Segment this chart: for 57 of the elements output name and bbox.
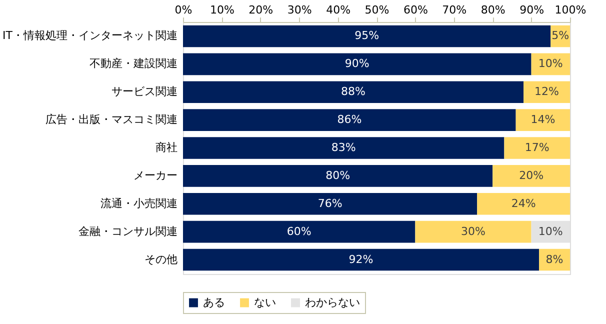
y-tick-label: その他	[144, 252, 178, 266]
bar	[516, 109, 570, 131]
data-label: 5%	[552, 29, 570, 42]
x-tick-label: 50%	[364, 4, 390, 16]
y-tick-label: 広告・出版・マスコミ関連	[46, 113, 178, 126]
bar	[183, 109, 516, 131]
data-label: 12%	[534, 85, 560, 98]
data-label: 10%	[538, 224, 563, 238]
legend-label: ない	[254, 296, 276, 309]
bar	[183, 220, 416, 243]
legend-label: わからない	[305, 296, 360, 309]
y-tick-label: サービス関連	[112, 85, 178, 98]
y-tick-label: メーカー	[134, 168, 178, 182]
bar	[183, 137, 504, 159]
data-label: 24%	[511, 196, 536, 210]
data-label: 20%	[519, 168, 544, 182]
data-label: 88%	[341, 85, 366, 98]
legend-label: ある	[203, 296, 225, 309]
y-tick-label: 流通・小売関連	[100, 196, 178, 210]
data-label: 30%	[461, 224, 486, 238]
data-label: 80%	[326, 168, 350, 182]
bar	[492, 165, 570, 187]
bar	[504, 137, 570, 159]
y-tick-label: 不動産・建設関連	[90, 57, 178, 70]
bar	[477, 192, 570, 215]
x-tick-label: 0%	[174, 4, 192, 16]
x-tick-label: 30%	[287, 4, 312, 16]
data-label: 83%	[331, 141, 356, 154]
x-tick-label: 80%	[480, 4, 506, 16]
x-tick-label: 90%	[520, 4, 544, 16]
data-label: 92%	[348, 252, 374, 266]
bar	[183, 25, 551, 48]
data-label: 95%	[354, 29, 380, 42]
data-label: 86%	[337, 113, 362, 126]
bar	[415, 220, 532, 243]
bar	[524, 81, 570, 104]
data-label: 14%	[530, 113, 556, 126]
bar	[183, 53, 532, 76]
bar	[183, 192, 478, 215]
data-label: 76%	[318, 196, 342, 210]
x-tick-label: 40%	[326, 4, 351, 16]
data-label: 60%	[286, 224, 312, 238]
y-tick-label: IT・情報処理・インターネット関連	[2, 29, 178, 42]
x-tick-label: 10%	[210, 4, 234, 16]
x-tick-label: 60%	[403, 4, 428, 16]
bar	[183, 248, 540, 271]
y-tick-label: 商社	[156, 141, 178, 154]
data-label: 8%	[546, 252, 564, 266]
x-tick-label: 70%	[442, 4, 467, 16]
bar	[183, 81, 524, 104]
x-tick-label: 20%	[248, 4, 274, 16]
x-tick-label: 100%	[554, 4, 586, 16]
bar	[183, 165, 493, 187]
data-label: 10%	[538, 57, 563, 70]
y-tick-label: 金融・コンサル関連	[78, 224, 178, 238]
data-label: 90%	[344, 57, 370, 70]
data-label: 17%	[524, 141, 550, 154]
